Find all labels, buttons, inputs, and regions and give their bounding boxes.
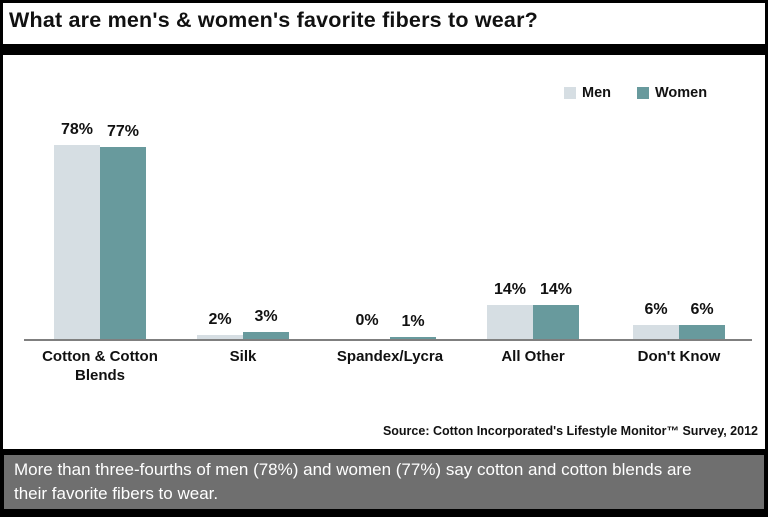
bar-women-5 [679, 325, 725, 340]
value-label-men-2: 2% [208, 311, 232, 328]
value-label-women-5: 6% [690, 301, 714, 318]
category-label-2: Silk [229, 348, 257, 365]
bar-men-2 [197, 335, 243, 340]
caption-bar: More than three-fourths of men (78%) and… [4, 455, 764, 509]
legend-item-women: Women [637, 85, 707, 101]
women-swatch-icon [637, 87, 649, 99]
bar-men-1 [54, 145, 100, 340]
value-label-men-3: 0% [355, 312, 379, 329]
category-label-5: Don't Know [637, 348, 721, 365]
x-axis-line [24, 339, 752, 341]
caption-text: More than three-fourths of men (78%) and… [14, 459, 692, 503]
value-label-women-2: 3% [254, 308, 278, 325]
bar-men-5 [633, 325, 679, 340]
category-label-3: Spandex/Lycra [336, 348, 444, 365]
bar-men-4 [487, 305, 533, 340]
bar-women-3 [390, 337, 436, 340]
bar-women-4 [533, 305, 579, 340]
bar-women-1 [100, 147, 146, 340]
category-label-4: All Other [501, 348, 565, 365]
value-label-men-4: 14% [493, 281, 527, 298]
value-label-men-1: 78% [60, 121, 94, 138]
bar-women-2 [243, 332, 289, 340]
title-divider-rule [0, 44, 768, 55]
legend: Men Women [564, 85, 707, 101]
source-note: Source: Cotton Incorporated's Lifestyle … [382, 424, 758, 438]
chart-title: What are men's & women's favorite fibers… [9, 8, 538, 32]
category-label-1: Cotton & Cotton Blends [42, 348, 158, 385]
legend-label-men: Men [582, 85, 611, 101]
legend-label-women: Women [655, 85, 708, 101]
legend-item-men: Men [564, 85, 611, 101]
value-label-women-1: 77% [106, 123, 140, 140]
men-swatch-icon [564, 87, 576, 99]
value-label-men-5: 6% [644, 301, 668, 318]
value-label-women-4: 14% [539, 281, 573, 298]
value-label-women-3: 1% [401, 313, 425, 330]
